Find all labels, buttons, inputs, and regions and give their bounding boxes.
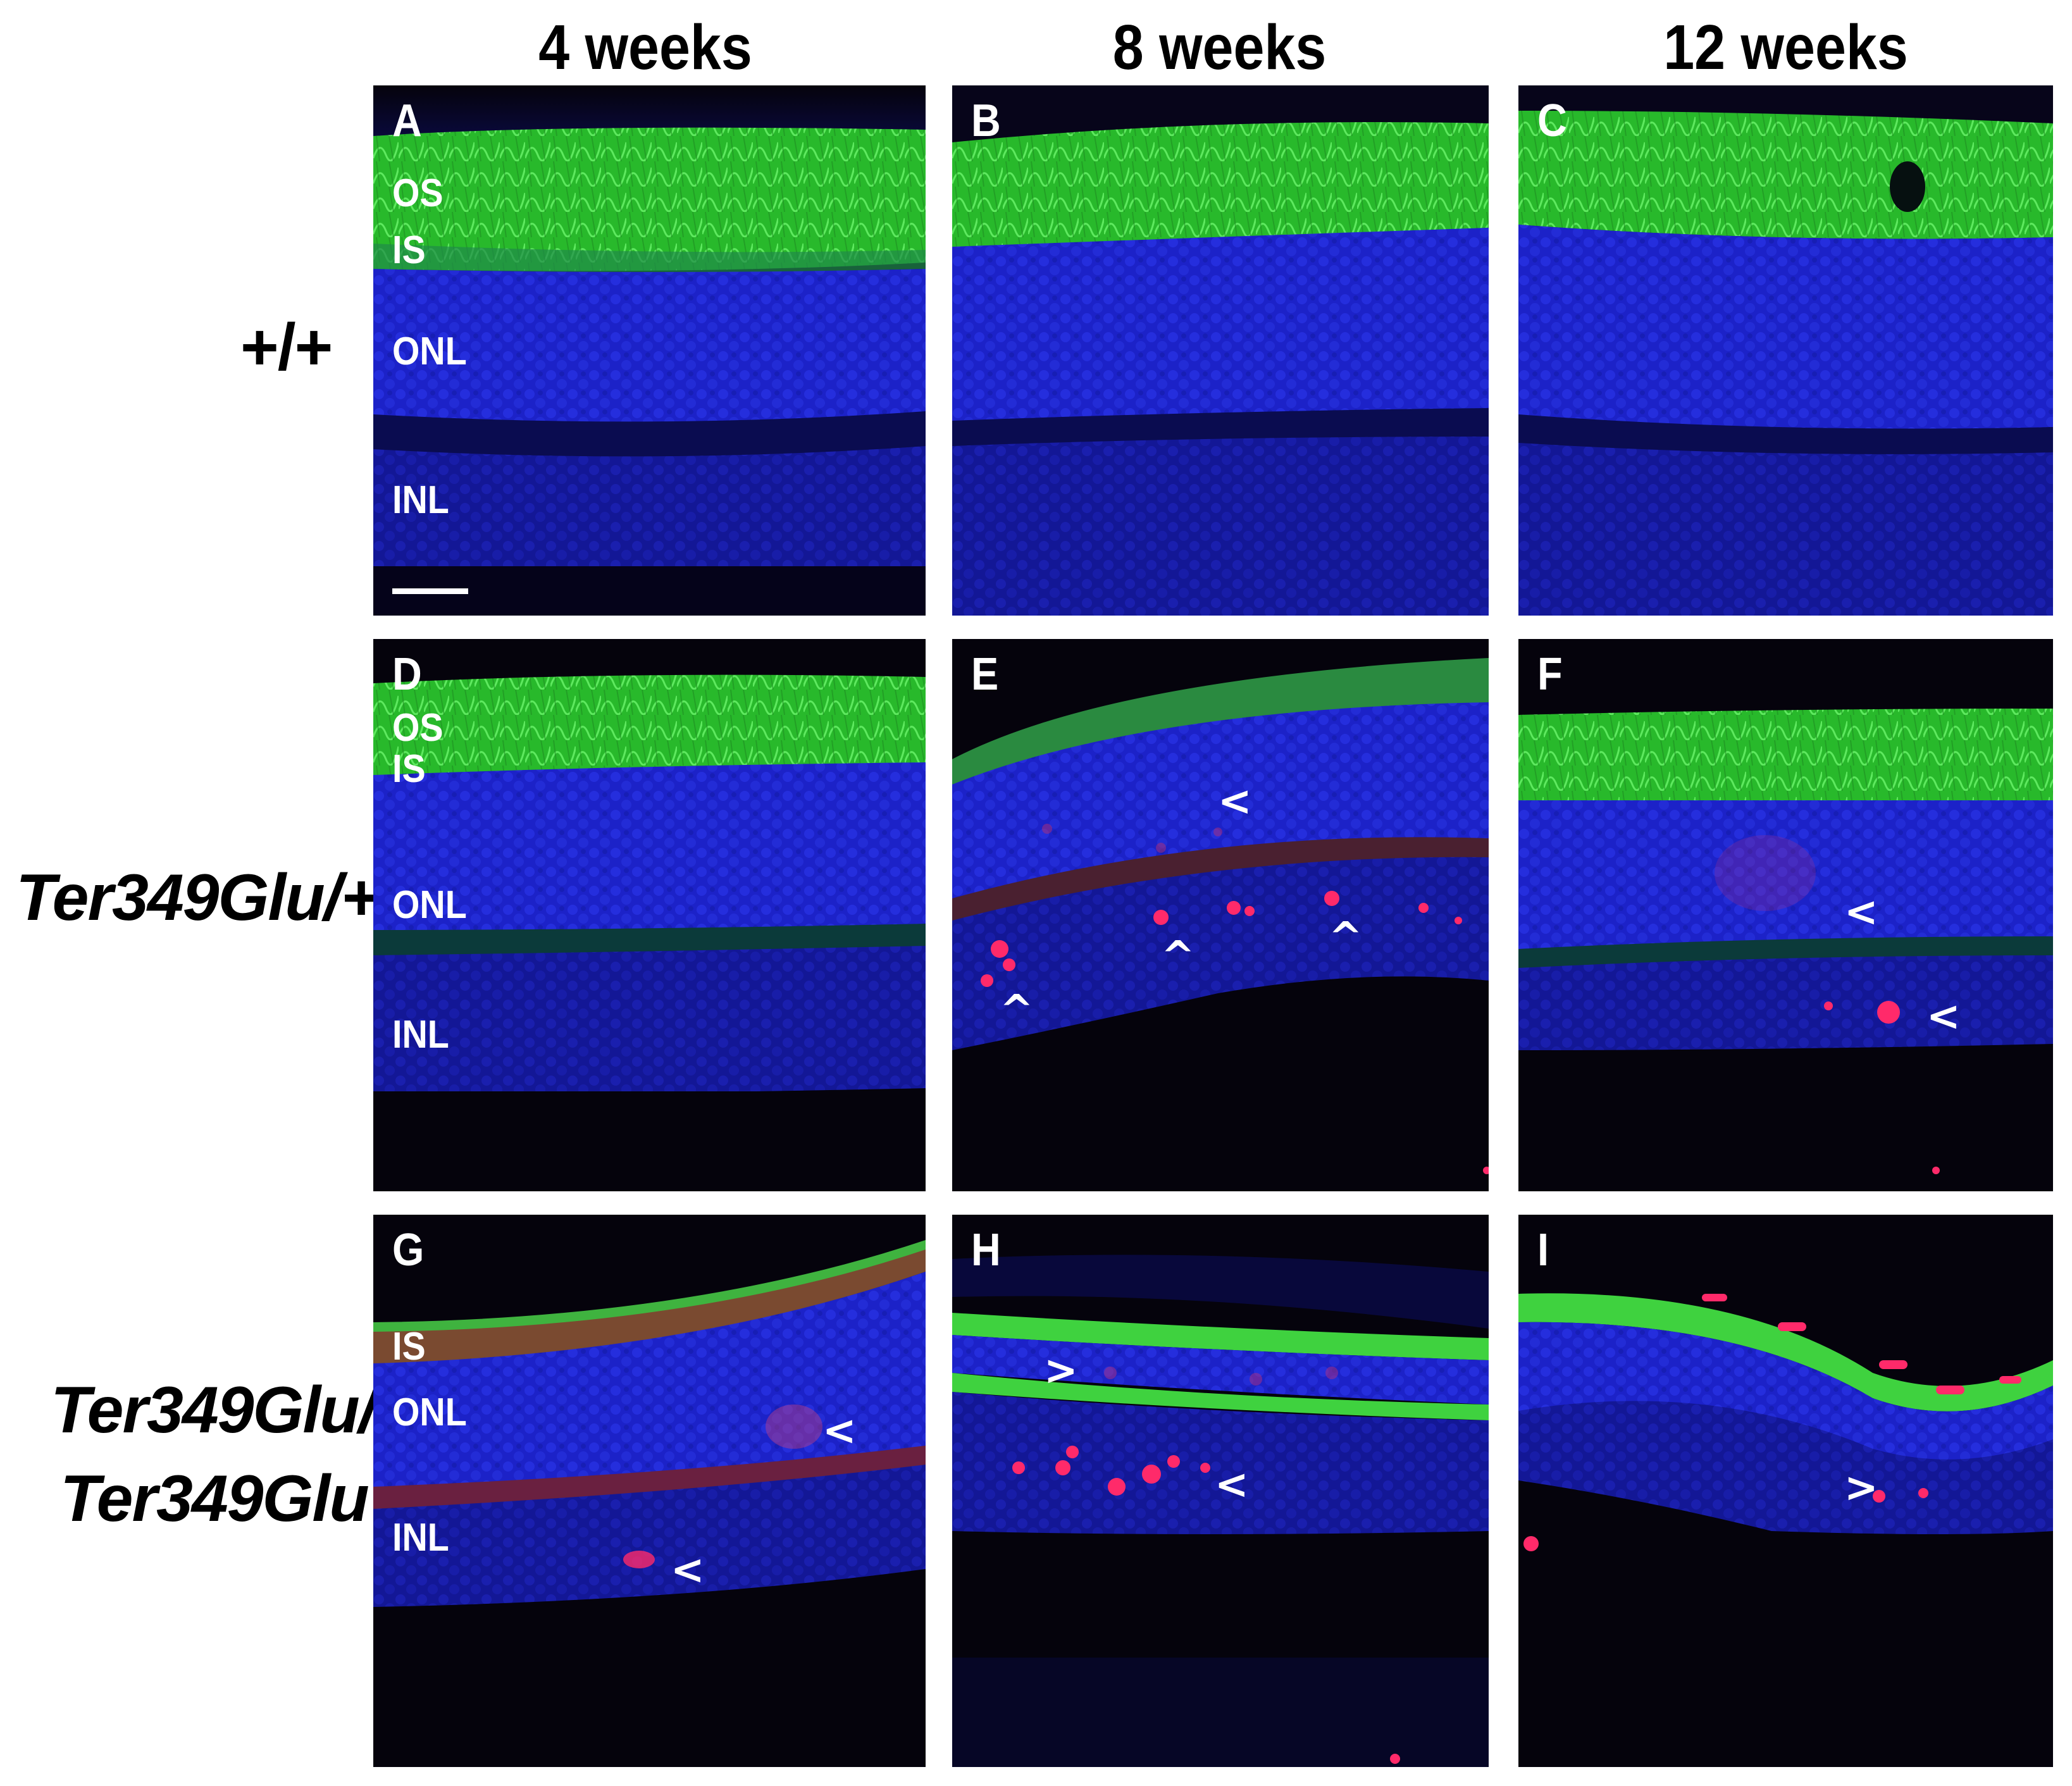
panel-label-g: G (392, 1225, 425, 1275)
arrowhead-marker: > (1044, 1348, 1078, 1394)
panel-label-d: D (392, 649, 422, 700)
micrograph-c-image (1518, 85, 2053, 616)
micrograph-panel-f: F < < (1518, 639, 2053, 1191)
panel-label-i: I (1537, 1225, 1549, 1275)
layer-label-os: OS (392, 706, 444, 750)
layer-label-is: IS (392, 228, 426, 272)
layer-label-inl: INL (392, 1516, 449, 1560)
panel-label-e: E (971, 649, 999, 700)
row-heading-heterozygous: Ter349Glu/+ (16, 861, 379, 934)
layer-label-onl: ONL (392, 883, 467, 927)
panel-label-a: A (392, 96, 422, 146)
micrograph-d-image (373, 639, 926, 1191)
panel-label-b: B (971, 96, 1001, 146)
micrograph-panel-d: D OS IS ONL INL (373, 639, 926, 1191)
layer-label-os: OS (392, 171, 444, 215)
micrograph-f-image (1518, 639, 2053, 1191)
layer-label-is: IS (392, 747, 426, 791)
panel-label-h: H (971, 1225, 1001, 1275)
arrowhead-marker: < (1218, 778, 1252, 825)
panel-label-f: F (1537, 649, 1563, 700)
micrograph-i-image (1518, 1215, 2053, 1767)
arrowhead-marker: < (1844, 889, 1878, 936)
micrograph-panel-e: E < ^ ^ ^ (952, 639, 1489, 1191)
micrograph-panel-g: G IS ONL INL < < (373, 1215, 926, 1767)
row-heading-wild-type: +/+ (240, 311, 333, 384)
row-heading-homozygous-line2: Ter349Glu (60, 1462, 369, 1535)
micrograph-panel-c: C (1518, 85, 2053, 616)
arrowhead-marker: < (822, 1408, 857, 1454)
arrowhead-marker: ^ (1329, 914, 1363, 961)
panel-label-c: C (1537, 96, 1567, 146)
micrograph-h-image (952, 1215, 1489, 1767)
layer-label-inl: INL (392, 478, 449, 522)
layer-label-onl: ONL (392, 1391, 467, 1434)
arrowhead-marker: ^ (1161, 933, 1195, 980)
micrograph-panel-b: B (952, 85, 1489, 616)
column-heading-8-weeks: 8 weeks (1112, 12, 1327, 83)
layer-label-inl: INL (392, 1013, 449, 1057)
micrograph-panel-a: A OS IS ONL INL (373, 85, 926, 616)
layer-label-onl: ONL (392, 330, 467, 373)
arrowhead-marker: ^ (1000, 987, 1034, 1034)
micrograph-g-image (373, 1215, 926, 1767)
arrowhead-marker: < (1926, 993, 1961, 1040)
micrograph-panel-h: H > < (952, 1215, 1489, 1767)
micrograph-panel-i: I > (1518, 1215, 2053, 1767)
micrograph-a-image (373, 85, 926, 616)
column-heading-4-weeks: 4 weeks (538, 12, 752, 83)
column-heading-12-weeks: 12 weeks (1663, 12, 1908, 83)
arrowhead-marker: < (1215, 1461, 1249, 1508)
micrograph-e-image (952, 639, 1489, 1191)
row-heading-homozygous-line1: Ter349Glu/ (51, 1374, 377, 1447)
scale-bar (392, 588, 468, 594)
layer-label-is: IS (392, 1325, 426, 1368)
arrowhead-marker: < (671, 1547, 705, 1594)
micrograph-b-image (952, 85, 1489, 616)
arrowhead-marker: > (1844, 1465, 1878, 1511)
